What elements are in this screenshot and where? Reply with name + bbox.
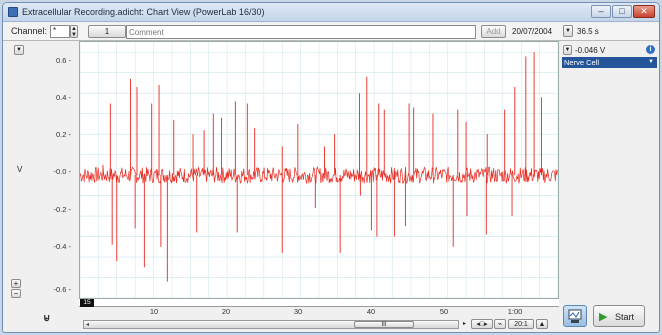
signal-chart xyxy=(80,42,558,298)
channel-menu-button[interactable]: ▼ xyxy=(14,45,24,55)
zoom-in-button[interactable]: + xyxy=(11,279,21,288)
marker-icon[interactable]: ⊌ xyxy=(43,313,51,324)
x-tick: 20 xyxy=(221,307,231,316)
scroll-thumb[interactable]: III xyxy=(354,321,414,328)
x-tick: 1:00 xyxy=(507,307,523,316)
chart-plot-area[interactable] xyxy=(79,41,559,299)
time-axis: 15 xyxy=(79,299,559,307)
recording-date: 20/07/2004 xyxy=(512,27,553,36)
channel-name: Nerve Cell xyxy=(564,58,600,67)
reading-dropdown[interactable]: ▼ xyxy=(563,45,572,55)
scroll-left-arrow[interactable]: ◂ xyxy=(86,322,90,328)
maximize-button[interactable]: □ xyxy=(612,5,632,18)
play-icon: ▶ xyxy=(599,311,608,323)
start-button[interactable]: ▶ Start xyxy=(593,305,645,327)
chevron-down-icon: ▼ xyxy=(648,59,654,65)
zoom-ratio[interactable]: 20:1 xyxy=(508,319,534,329)
title-bar: Extracellular Recording.adicht: Chart Vi… xyxy=(3,3,659,22)
horizontal-scrollbar[interactable]: ◂ III xyxy=(83,320,459,329)
scroll-right-arrow[interactable]: ▸ xyxy=(463,321,467,327)
zoom-out-button[interactable]: − xyxy=(11,289,21,298)
add-comment-button[interactable]: Add xyxy=(481,25,506,38)
channel-name-dropdown[interactable]: Nerve Cell ▼ xyxy=(562,57,657,68)
duration-value: 36.5 s xyxy=(577,27,599,36)
comment-input[interactable] xyxy=(126,25,476,39)
comment-number[interactable]: 1 xyxy=(88,25,126,38)
start-label: Start xyxy=(615,312,635,322)
y-tick: -0.6 - xyxy=(53,285,71,294)
y-tick: -0.2 - xyxy=(53,205,71,214)
x-tick: 30 xyxy=(293,307,303,316)
channel-reading: -0.046 V xyxy=(575,46,606,55)
y-axis-unit: V xyxy=(17,165,23,174)
x-tick: 40 xyxy=(366,307,376,316)
y-tick: 0.2 - xyxy=(55,130,71,139)
signal-baseline xyxy=(80,165,558,185)
y-tick: -0.4 - xyxy=(53,242,71,251)
waveform-icon[interactable]: ⌁ xyxy=(494,319,506,329)
x-tick: 10 xyxy=(149,307,159,316)
y-tick: 0.4 - xyxy=(55,93,71,102)
app-icon xyxy=(8,7,18,17)
right-panel: ▼ -0.046 V i xyxy=(560,41,659,303)
peak-icon[interactable]: ▲ xyxy=(536,319,548,329)
minimize-button[interactable]: – xyxy=(591,5,611,18)
window-title: Extracellular Recording.adicht: Chart Vi… xyxy=(22,7,265,17)
channel-selector[interactable]: * xyxy=(50,25,70,38)
y-tick: -0.0 - xyxy=(53,167,71,176)
toolbar: Channel: * ▲▼ 1 Add 20/07/2004 ▼ 36.5 s xyxy=(3,23,659,41)
channel-label: Channel: xyxy=(11,26,48,36)
info-icon[interactable]: i xyxy=(646,45,655,54)
time-start-marker: 15 xyxy=(80,299,94,307)
fit-view-icon[interactable]: ◂□▸ xyxy=(471,319,493,329)
y-tick: 0.6 - xyxy=(55,56,71,65)
duration-dropdown[interactable]: ▼ xyxy=(563,25,573,37)
x-tick: 50 xyxy=(439,307,449,316)
sampling-icon[interactable] xyxy=(563,305,587,327)
close-button[interactable]: ✕ xyxy=(633,5,655,18)
channel-stepper[interactable]: ▲ ▼ xyxy=(70,25,78,38)
